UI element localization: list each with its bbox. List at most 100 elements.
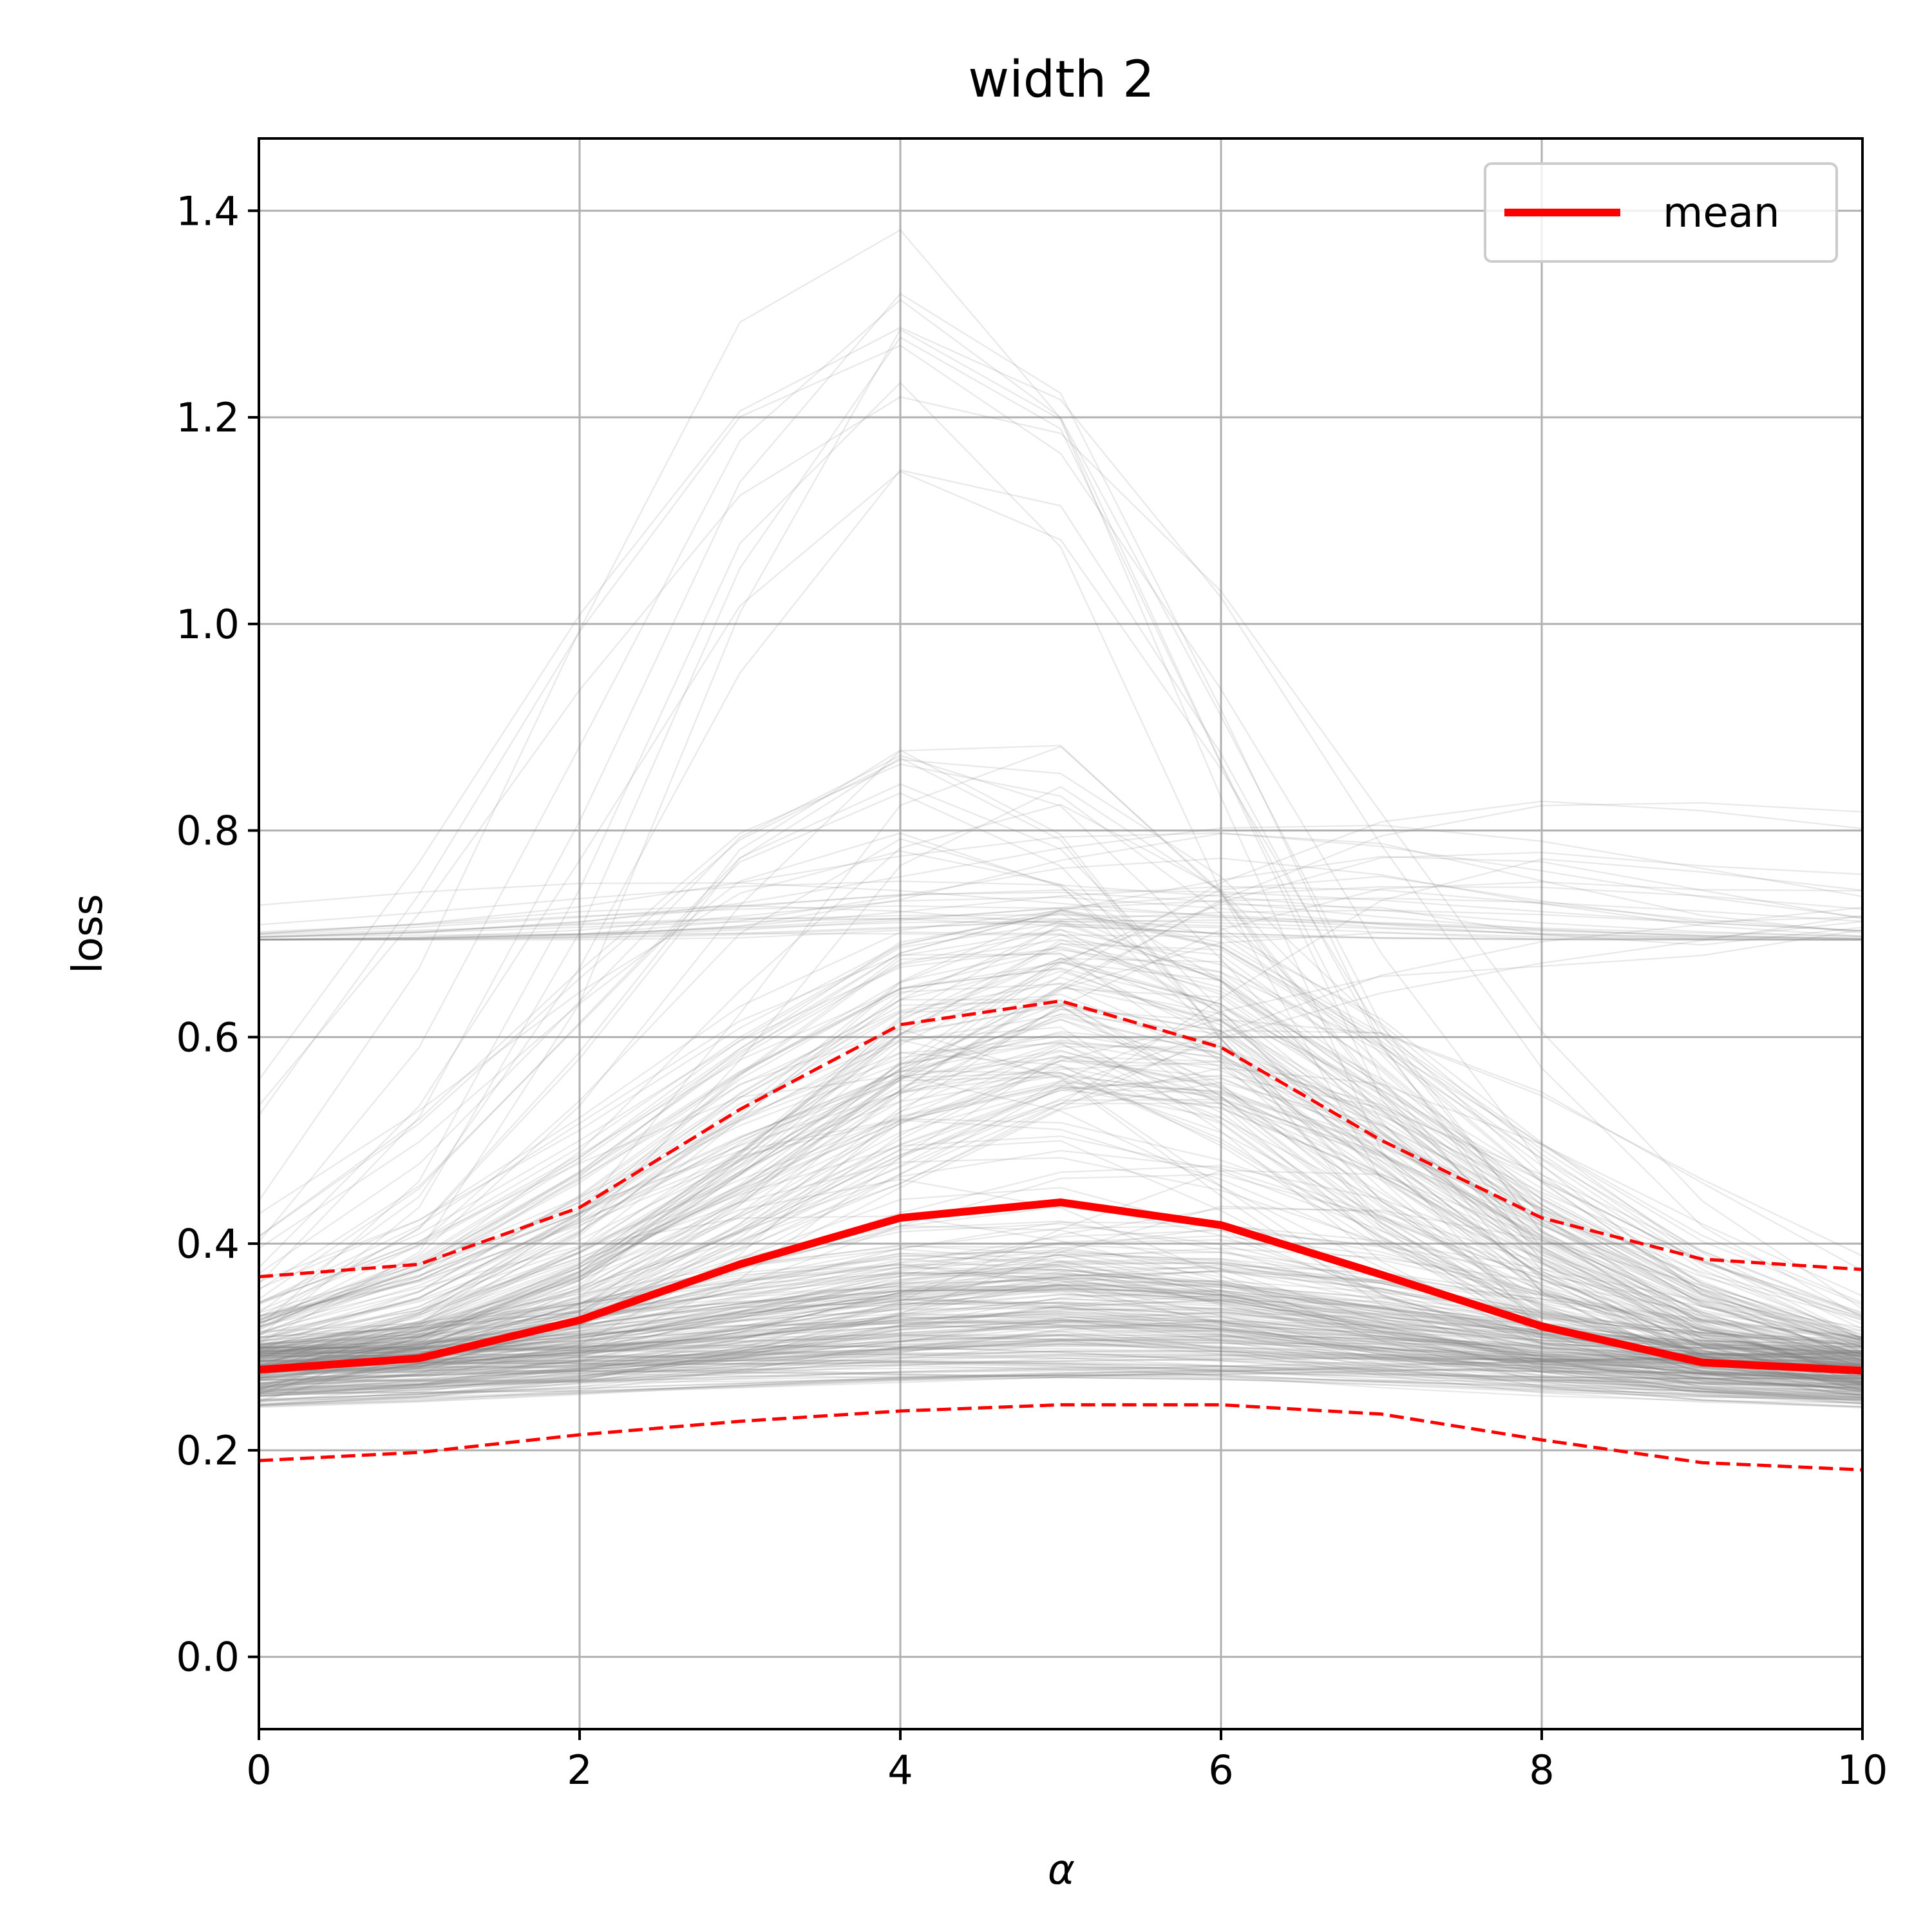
trial-line bbox=[258, 1262, 1863, 1384]
trial-line bbox=[258, 1316, 1863, 1384]
trial-line bbox=[258, 1248, 1863, 1379]
trial-line bbox=[258, 1343, 1863, 1367]
x-tick-label: 10 bbox=[1837, 1747, 1888, 1794]
trial-line bbox=[258, 1014, 1863, 1364]
y-tick-label: 1.2 bbox=[176, 394, 240, 441]
trial-line bbox=[258, 396, 1863, 1310]
trial-line bbox=[258, 1298, 1863, 1392]
trial-line bbox=[258, 1039, 1863, 1318]
trial-line bbox=[258, 1369, 1863, 1396]
trial-line bbox=[258, 1350, 1863, 1370]
trial-line bbox=[258, 1312, 1863, 1389]
y-tick-label: 0.0 bbox=[176, 1634, 240, 1681]
trial-line bbox=[258, 850, 1863, 1356]
trial-line bbox=[258, 745, 1863, 1398]
trial-line bbox=[258, 1367, 1863, 1374]
trial-line bbox=[258, 1135, 1863, 1352]
trial-line bbox=[258, 1321, 1863, 1392]
mean-line bbox=[258, 1198, 1863, 1375]
trial-line bbox=[258, 1187, 1863, 1389]
trial-line bbox=[258, 1312, 1863, 1394]
trial-line bbox=[258, 1298, 1863, 1396]
trial-line bbox=[258, 1374, 1863, 1401]
upper-bound-line bbox=[258, 999, 1863, 1278]
trial-line bbox=[258, 1314, 1863, 1401]
trial-line bbox=[258, 934, 1863, 1353]
trial-line bbox=[258, 1179, 1863, 1408]
trial-line bbox=[258, 1377, 1863, 1397]
trial-line bbox=[258, 786, 1863, 1363]
trial-line bbox=[258, 1140, 1863, 1368]
trial-line bbox=[258, 1227, 1863, 1373]
trial-line bbox=[258, 1281, 1863, 1399]
trial-line bbox=[258, 952, 1863, 1373]
trial-line bbox=[258, 1150, 1863, 1356]
trial-line bbox=[258, 904, 1863, 1396]
trial-line bbox=[258, 792, 1863, 1383]
trial-line bbox=[258, 1288, 1863, 1379]
trial-line bbox=[259, 855, 1863, 941]
trial-line bbox=[258, 858, 1863, 1374]
trial-line bbox=[258, 1269, 1863, 1406]
trial-line bbox=[258, 881, 1863, 1378]
trial-line bbox=[258, 1348, 1863, 1366]
trial-line bbox=[258, 1318, 1863, 1401]
trial-line bbox=[258, 328, 1863, 1405]
trial-line bbox=[258, 1244, 1863, 1400]
trial-line bbox=[258, 832, 1863, 1381]
trial-line bbox=[258, 886, 1863, 941]
trial-line bbox=[258, 1334, 1863, 1372]
trial-line bbox=[258, 1361, 1863, 1385]
legend-mean-label: mean bbox=[1663, 189, 1780, 237]
trial-line bbox=[258, 1265, 1863, 1340]
trial-line bbox=[258, 1073, 1863, 1335]
lower-bound-line bbox=[258, 1403, 1863, 1472]
trial-line bbox=[258, 1325, 1863, 1389]
trial-line bbox=[258, 1356, 1863, 1400]
trial-line bbox=[258, 905, 1863, 940]
trial-line bbox=[258, 1329, 1863, 1395]
trial-line bbox=[258, 1264, 1863, 1383]
trial-line bbox=[258, 919, 1863, 941]
trial-line bbox=[258, 1066, 1863, 1384]
y-tick-label: 0.8 bbox=[176, 808, 240, 855]
trial-line bbox=[258, 1271, 1863, 1405]
y-axis-label: loss bbox=[64, 894, 112, 974]
trial-line bbox=[258, 970, 1863, 1394]
trial-line bbox=[258, 1298, 1863, 1390]
trial-line bbox=[258, 824, 1863, 938]
trial-line bbox=[258, 1089, 1863, 1388]
trial-line bbox=[258, 1119, 1863, 1365]
trial-line bbox=[258, 1272, 1863, 1356]
trial-line bbox=[258, 1329, 1863, 1402]
trial-line bbox=[258, 783, 1863, 1367]
trial-line bbox=[258, 1170, 1863, 1372]
trial-line bbox=[258, 1221, 1863, 1370]
trial-line bbox=[258, 1302, 1863, 1372]
trial-line bbox=[258, 1080, 1863, 1348]
trial-line bbox=[258, 1280, 1863, 1351]
trial-line bbox=[258, 1368, 1863, 1388]
trial-line bbox=[258, 1009, 1863, 1371]
trial-line bbox=[258, 918, 1863, 940]
trial-line bbox=[258, 1224, 1863, 1347]
trial-line bbox=[258, 1351, 1863, 1405]
chart-title: width 2 bbox=[968, 51, 1154, 109]
trial-line bbox=[258, 923, 1863, 1372]
trial-line bbox=[258, 1099, 1863, 1359]
trial-line bbox=[258, 1345, 1863, 1396]
x-tick-label: 0 bbox=[246, 1747, 271, 1794]
x-tick-label: 2 bbox=[567, 1747, 592, 1794]
trial-line bbox=[258, 1341, 1863, 1391]
trial-line bbox=[258, 1338, 1863, 1367]
y-tick-label: 0.4 bbox=[176, 1220, 240, 1267]
trial-line bbox=[258, 1311, 1863, 1392]
trial-line bbox=[258, 1363, 1863, 1404]
trial-line bbox=[258, 1365, 1863, 1377]
trial-line bbox=[258, 1012, 1863, 1365]
trial-line bbox=[258, 229, 1863, 1385]
trial-line bbox=[258, 1352, 1863, 1393]
trial-line bbox=[258, 1354, 1863, 1370]
trial-line bbox=[258, 999, 1863, 1364]
